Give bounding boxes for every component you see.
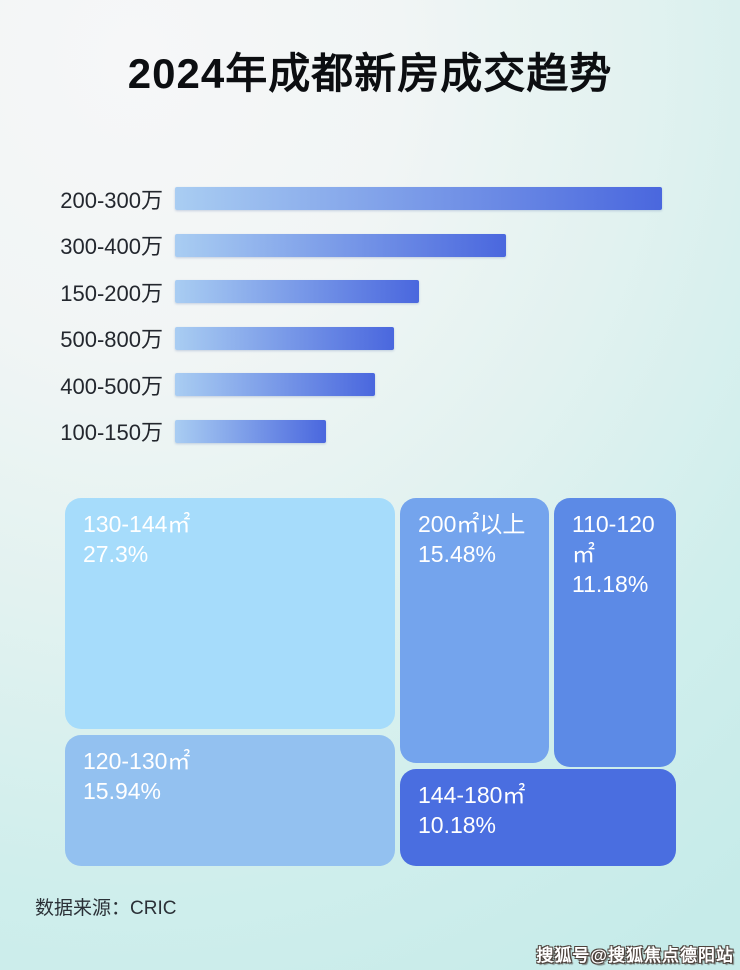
treemap-cell-label: 130-144㎡	[83, 511, 191, 537]
bar-row-150-200: 150-200万	[0, 280, 740, 306]
data-source-label: 数据来源：CRIC	[35, 898, 177, 919]
bar-200-300	[175, 187, 662, 210]
watermark-text: 搜狐号@搜狐焦点德阳站	[536, 946, 734, 965]
treemap-cell-label: 144-180㎡	[418, 782, 526, 808]
bar-row-200-300: 200-300万	[0, 187, 740, 213]
treemap-cell-130-144: 130-144㎡ 27.3%	[65, 498, 395, 729]
bar-row-300-400: 300-400万	[0, 233, 740, 259]
bar-track	[175, 419, 662, 443]
page-title: 2024年成都新房成交趋势	[127, 50, 613, 97]
treemap-cell-label: 120-130㎡	[83, 748, 191, 774]
bar-category-label: 150-200万	[60, 280, 163, 306]
bar-150-200	[175, 280, 419, 303]
bar-category-label: 200-300万	[60, 187, 163, 213]
treemap-cell-label: 110-120㎡	[572, 511, 655, 567]
bar-category-label: 300-400万	[60, 234, 163, 259]
bar-300-400	[175, 233, 507, 257]
bar-track	[175, 233, 662, 257]
bar-category-label: 400-500万	[60, 373, 163, 399]
bar-500-800	[175, 326, 395, 350]
treemap-cell-percent: 15.48%	[418, 540, 497, 567]
bar-row-400-500: 400-500万	[0, 373, 740, 399]
bar-category-label: 500-800万	[60, 327, 163, 352]
bar-track	[175, 373, 662, 396]
treemap-cell-percent: 15.94%	[83, 777, 162, 804]
treemap-cell-120-130: 120-130㎡ 15.94%	[65, 735, 395, 866]
bar-400-500	[175, 373, 375, 396]
price-range-bar-chart: 200-300万 300-400万 150-200万 500-800万 400-…	[0, 187, 740, 466]
bar-category-label: 100-150万	[60, 420, 163, 445]
treemap-cell-label: 200㎡以上	[418, 511, 526, 537]
bar-row-500-800: 500-800万	[0, 326, 740, 352]
treemap-cell-percent: 27.3%	[83, 540, 149, 567]
treemap-cell-percent: 11.18%	[572, 570, 649, 597]
treemap-cell-percent: 10.18%	[418, 811, 497, 838]
treemap-cell-200-plus: 200㎡以上 15.48%	[400, 498, 549, 763]
bar-track	[175, 326, 662, 350]
bar-track	[175, 280, 662, 303]
treemap-cell-144-180: 144-180㎡ 10.18%	[400, 769, 676, 866]
treemap-cell-110-120: 110-120㎡ 11.18%	[554, 498, 676, 767]
bar-row-100-150: 100-150万	[0, 419, 740, 445]
bar-100-150	[175, 419, 326, 443]
bar-track	[175, 187, 662, 210]
area-share-treemap: 130-144㎡ 27.3% 120-130㎡ 15.94% 200㎡以上 15…	[65, 498, 676, 866]
